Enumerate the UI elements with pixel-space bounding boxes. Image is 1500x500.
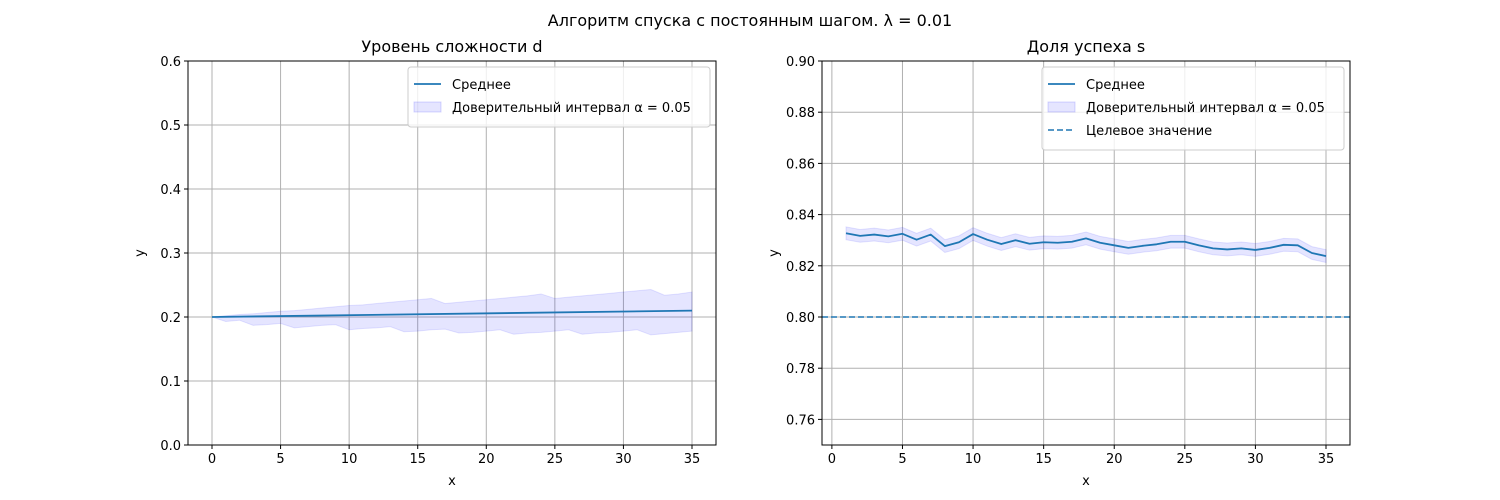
x-tick-label: 20	[1106, 452, 1123, 467]
plot-area	[822, 226, 1350, 318]
x-tick-label: 25	[1177, 452, 1194, 467]
x-tick-label: 10	[965, 452, 982, 467]
y-tick-label: 0.88	[786, 106, 815, 121]
x-tick-label: 25	[547, 452, 564, 467]
y-tick-label: 0.90	[786, 55, 815, 70]
y-tick-label: 0.82	[786, 260, 815, 275]
x-tick-label: 20	[478, 452, 495, 467]
x-axis-label: x	[1082, 474, 1090, 489]
legend-label: Среднее	[452, 78, 511, 93]
confidence-band	[845, 226, 1327, 264]
y-tick-label: 0.76	[786, 413, 815, 428]
y-axis-label: y	[767, 249, 782, 257]
y-tick-label: 0.4	[160, 183, 181, 198]
legend-box	[1041, 66, 1345, 151]
plot-difficulty: 0 5 10 15 20 25 30 35 0.0 0.1 0.2 0.3 0.4 0.5 0.6 x y Уро…	[133, 37, 717, 489]
x-tick-label: 15	[409, 452, 426, 467]
subplot-title: Уровень сложности d	[361, 37, 542, 56]
y-tick-label: 0.3	[160, 247, 181, 262]
plot-success-rate: 0 5 10 15 20 25 30 35 0.76 0.78 0.80 0.82 0.84 0.86 0.…	[767, 37, 1351, 489]
plot-area	[211, 288, 693, 336]
subplot-title: Доля успеха s	[1027, 37, 1146, 56]
x-tick-label: 5	[276, 452, 284, 467]
x-tick-label: 0	[828, 452, 836, 467]
x-tick-label: 35	[684, 452, 701, 467]
x-tick-label: 0	[208, 452, 216, 467]
y-tick-label: 0.86	[786, 157, 815, 172]
x-tick-label: 15	[1035, 452, 1052, 467]
y-tick-label: 0.78	[786, 362, 815, 377]
axes-frame	[821, 60, 1351, 446]
x-tick-label: 30	[615, 452, 632, 467]
mean-line	[845, 232, 1327, 257]
y-tick-label: 0.5	[160, 119, 181, 134]
legend-label: Среднее	[1086, 78, 1145, 93]
x-tick-label: 30	[1247, 452, 1264, 467]
legend-swatch-band	[413, 101, 442, 113]
legend-swatch-band	[1047, 101, 1076, 113]
confidence-band	[211, 288, 693, 336]
legend-label: Доверительный интервал α = 0.05	[452, 101, 691, 116]
legend: Среднее Доверительный интервал α = 0.05 Це…	[1041, 66, 1345, 151]
figure-suptitle: Алгоритм спуска с постоянным шагом. λ = …	[548, 11, 952, 30]
x-tick-label: 10	[341, 452, 358, 467]
x-tick-label: 35	[1318, 452, 1335, 467]
y-tick-label: 0.80	[786, 311, 815, 326]
legend-box	[407, 66, 711, 128]
y-tick-label: 0.84	[786, 209, 815, 224]
y-tick-label: 0.2	[160, 311, 181, 326]
y-tick-label: 0.6	[160, 55, 181, 70]
x-tick-label: 5	[898, 452, 906, 467]
y-axis-label: y	[133, 249, 148, 257]
legend-label: Целевое значение	[1086, 124, 1212, 139]
x-axis-label: x	[448, 474, 456, 489]
legend-label: Доверительный интервал α = 0.05	[1086, 101, 1325, 116]
y-tick-label: 0.1	[160, 375, 181, 390]
mean-line	[211, 309, 693, 318]
y-tick-label: 0.0	[160, 439, 181, 454]
legend: Среднее Доверительный интервал α = 0.05	[407, 66, 711, 128]
